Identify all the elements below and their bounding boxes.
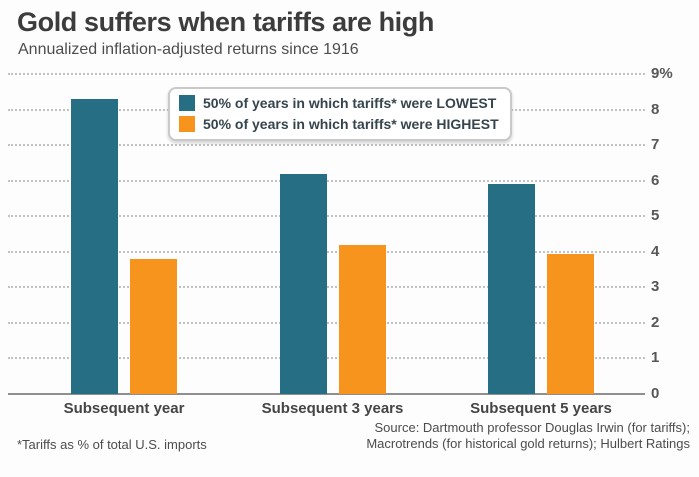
gridline-9	[8, 73, 645, 75]
source-line-1: Source: Dartmouth professor Douglas Irwi…	[374, 420, 691, 435]
category-label-2: Subsequent 3 years	[261, 400, 404, 417]
y-axis-tick-6: 6	[651, 171, 660, 189]
bar-highest-3	[547, 253, 594, 394]
footnote: *Tariffs as % of total U.S. imports	[17, 437, 207, 452]
bar-lowest-3	[488, 184, 535, 394]
chart-legend: 50% of years in which tariffs* were LOWE…	[168, 87, 512, 141]
legend-item-lowest: 50% of years in which tariffs* were LOWE…	[179, 92, 499, 113]
chart-subtitle: Annualized inflation-adjusted returns si…	[18, 41, 359, 58]
y-axis-tick-4: 4	[651, 242, 660, 260]
gridline-1	[8, 357, 645, 360]
y-axis-tick-0: 0	[651, 385, 660, 402]
y-axis-tick-2: 2	[651, 313, 660, 331]
gridline-7	[8, 144, 645, 147]
gridline-3	[8, 286, 645, 289]
y-axis-tick-8: 8	[651, 100, 660, 118]
x-axis-line	[8, 393, 645, 395]
source-credit: Source: Dartmouth professor Douglas Irwi…	[366, 420, 690, 452]
gridline-2	[8, 321, 645, 324]
lowest-series-swatch	[179, 94, 195, 111]
gridline-6	[8, 179, 645, 182]
y-axis-tick-9: 9%	[651, 65, 673, 82]
category-label-3: Subsequent 5 years	[470, 400, 612, 417]
bar-lowest-2	[279, 173, 327, 394]
y-axis-tick-1: 1	[651, 349, 660, 367]
page-title: Gold suffers when tariffs are high	[17, 7, 434, 37]
legend-item-highest: 50% of years in which tariffs* were HIGH…	[179, 113, 499, 134]
highest-series-swatch	[179, 115, 195, 132]
source-line-2: Macrotrends (for historical gold returns…	[366, 436, 690, 451]
gridline-4	[8, 250, 645, 253]
legend-label-highest: 50% of years in which tariffs* were HIGH…	[203, 115, 499, 132]
y-axis-tick-3: 3	[651, 278, 660, 296]
y-axis-tick-7: 7	[651, 136, 660, 154]
bar-highest-1	[130, 258, 177, 394]
category-label-1: Subsequent year	[63, 400, 185, 417]
bar-lowest-1	[71, 98, 118, 394]
legend-label-lowest: 50% of years in which tariffs* were LOWE…	[203, 94, 497, 111]
y-axis-tick-5: 5	[651, 207, 660, 225]
bar-highest-2	[338, 244, 386, 394]
gridline-5	[8, 215, 645, 218]
